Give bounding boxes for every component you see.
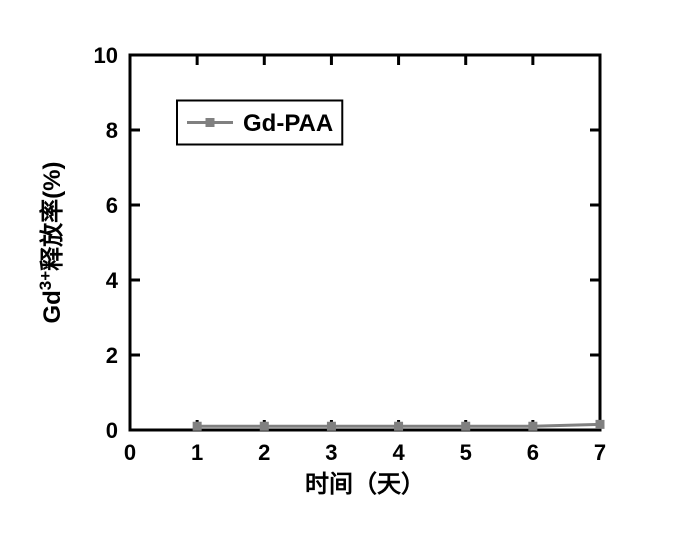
legend-marker [206, 119, 214, 127]
series-marker [395, 422, 403, 430]
x-tick-label: 4 [392, 440, 405, 465]
series-marker [462, 422, 470, 430]
series-marker [327, 422, 335, 430]
chart-container: 0 1 2 3 4 5 6 7 0 2 4 6 8 10 时间（天） Gd3+释放率(%) Gd-PAA [0, 0, 687, 555]
x-tick-label: 2 [258, 440, 270, 465]
x-tick-label: 5 [460, 440, 472, 465]
y-tick-label: 6 [106, 193, 118, 218]
y-tick-label: 2 [106, 343, 118, 368]
x-tick-label: 7 [594, 440, 606, 465]
y-tick-label: 4 [106, 268, 119, 293]
line-chart: 0 1 2 3 4 5 6 7 0 2 4 6 8 10 时间（天） Gd3+释放率(%) Gd-PAA [0, 0, 687, 555]
x-tick-label: 6 [527, 440, 539, 465]
x-tick-label: 0 [124, 440, 136, 465]
series-marker [260, 422, 268, 430]
x-tick-label: 1 [191, 440, 203, 465]
series-marker [529, 422, 537, 430]
y-tick-label: 8 [106, 118, 118, 143]
legend-label: Gd-PAA [243, 110, 333, 137]
x-axis-label: 时间（天） [305, 471, 425, 498]
series-marker [596, 420, 604, 428]
y-tick-label: 10 [94, 43, 118, 68]
series-marker [193, 422, 201, 430]
x-tick-label: 3 [325, 440, 337, 465]
y-axis-label: Gd3+释放率(%) [36, 161, 67, 323]
y-tick-label: 0 [106, 418, 118, 443]
